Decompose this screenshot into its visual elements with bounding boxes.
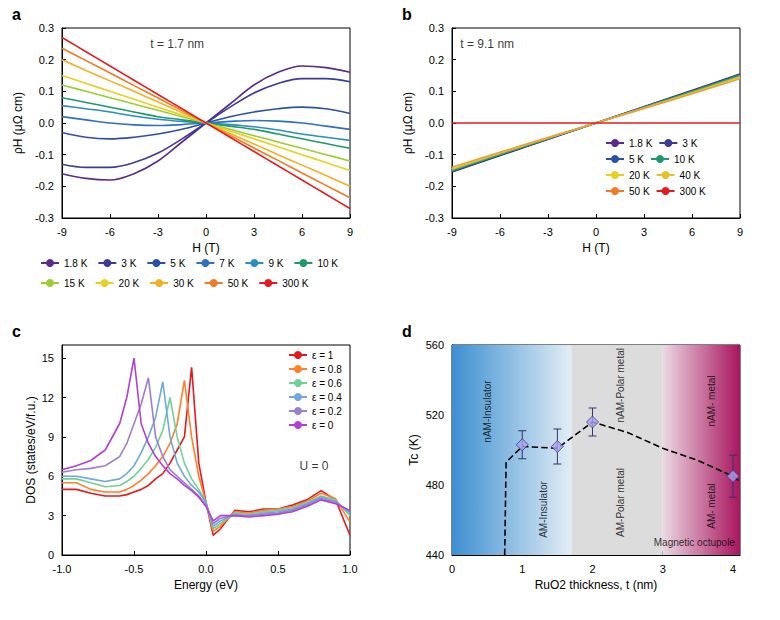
svg-text:9: 9 [737,226,743,238]
svg-text:0: 0 [593,226,599,238]
svg-text:-0.1: -0.1 [35,149,54,161]
svg-text:DOS (states/eV/f.u.): DOS (states/eV/f.u.) [24,396,38,503]
svg-text:t = 1.7 nm: t = 1.7 nm [150,37,204,51]
svg-text:6: 6 [48,470,54,482]
svg-text:50 K: 50 K [629,186,650,197]
svg-text:9: 9 [347,226,353,238]
svg-text:b: b [402,6,412,23]
svg-text:1.8 K: 1.8 K [629,138,653,149]
svg-text:0.1: 0.1 [39,85,54,97]
svg-text:10 K: 10 K [674,154,695,165]
svg-text:-6: -6 [105,226,115,238]
svg-text:-3: -3 [153,226,163,238]
svg-text:-9: -9 [447,226,457,238]
svg-text:440: 440 [426,549,444,561]
svg-text:3: 3 [251,226,257,238]
svg-text:4: 4 [730,563,736,575]
svg-text:300 K: 300 K [282,278,308,289]
svg-text:300 K: 300 K [680,186,706,197]
svg-text:0.1: 0.1 [429,85,444,97]
svg-text:-3: -3 [543,226,553,238]
svg-text:-0.5: -0.5 [125,563,144,575]
svg-text:0.0: 0.0 [429,117,444,129]
svg-text:9 K: 9 K [268,258,283,269]
svg-text:3: 3 [660,563,666,575]
svg-text:12: 12 [42,392,54,404]
svg-text:7 K: 7 K [219,258,234,269]
svg-text:d: d [402,323,412,340]
svg-text:0.0: 0.0 [198,563,213,575]
svg-text:30 K: 30 K [173,278,194,289]
svg-text:c: c [12,323,21,340]
svg-text:Magnetic octupole: Magnetic octupole [654,537,736,548]
svg-text:t = 9.1 nm: t = 9.1 nm [460,37,514,51]
svg-text:ε = 0.8: ε = 0.8 [312,364,342,375]
svg-text:1.0: 1.0 [342,563,357,575]
svg-text:-1.0: -1.0 [53,563,72,575]
svg-text:0.3: 0.3 [39,22,54,34]
svg-text:-0.3: -0.3 [425,212,444,224]
svg-text:0.3: 0.3 [429,22,444,34]
svg-text:0.2: 0.2 [429,54,444,66]
svg-text:a: a [12,6,21,23]
svg-text:0.0: 0.0 [39,117,54,129]
svg-text:Tc (K): Tc (K) [407,434,421,465]
svg-text:-6: -6 [495,226,505,238]
svg-text:-9: -9 [57,226,67,238]
svg-text:-0.3: -0.3 [35,212,54,224]
svg-text:nAM-Insulator: nAM-Insulator [482,380,493,443]
svg-text:5 K: 5 K [629,154,644,165]
svg-text:U = 0: U = 0 [299,459,328,473]
svg-text:0: 0 [48,549,54,561]
svg-text:ε = 0: ε = 0 [312,420,334,431]
svg-text:0: 0 [449,563,455,575]
svg-text:nAM- metal: nAM- metal [706,375,717,426]
svg-text:ε = 1: ε = 1 [312,350,334,361]
svg-text:H (T): H (T) [582,241,609,255]
svg-text:3: 3 [48,510,54,522]
svg-text:40 K: 40 K [680,170,701,181]
svg-text:-0.1: -0.1 [425,149,444,161]
svg-text:560: 560 [426,339,444,351]
svg-text:ε = 0.4: ε = 0.4 [312,392,342,403]
svg-text:3 K: 3 K [682,138,697,149]
svg-text:AM- metal: AM- metal [706,483,717,529]
svg-text:15: 15 [42,352,54,364]
svg-text:-0.2: -0.2 [425,180,444,192]
svg-text:1: 1 [519,563,525,575]
svg-text:9: 9 [48,431,54,443]
svg-text:0.5: 0.5 [270,563,285,575]
svg-text:6: 6 [299,226,305,238]
svg-text:Energy (eV): Energy (eV) [174,578,238,592]
svg-text:3 K: 3 K [121,258,136,269]
svg-text:15 K: 15 K [64,278,85,289]
svg-text:6: 6 [689,226,695,238]
svg-text:ρH (μΩ cm): ρH (μΩ cm) [401,92,415,154]
svg-text:-0.2: -0.2 [35,180,54,192]
svg-text:nAM-Polar metal: nAM-Polar metal [615,348,626,422]
svg-text:1.8 K: 1.8 K [64,258,88,269]
svg-text:AM-Insulator: AM-Insulator [538,480,549,537]
svg-text:10 K: 10 K [317,258,338,269]
svg-text:2: 2 [589,563,595,575]
svg-text:AM-Polar metal: AM-Polar metal [615,468,626,537]
svg-text:50 K: 50 K [228,278,249,289]
svg-text:ε = 0.2: ε = 0.2 [312,406,342,417]
svg-text:0: 0 [203,226,209,238]
svg-text:5 K: 5 K [170,258,185,269]
svg-text:20 K: 20 K [629,170,650,181]
svg-text:3: 3 [641,226,647,238]
svg-text:H (T): H (T) [192,241,219,255]
svg-text:20 K: 20 K [119,278,140,289]
svg-text:480: 480 [426,479,444,491]
svg-text:ρH (μΩ cm): ρH (μΩ cm) [11,92,25,154]
svg-text:RuO2 thickness, t (nm): RuO2 thickness, t (nm) [535,578,658,592]
svg-text:520: 520 [426,409,444,421]
svg-text:ε = 0.6: ε = 0.6 [312,378,342,389]
svg-text:0.2: 0.2 [39,54,54,66]
